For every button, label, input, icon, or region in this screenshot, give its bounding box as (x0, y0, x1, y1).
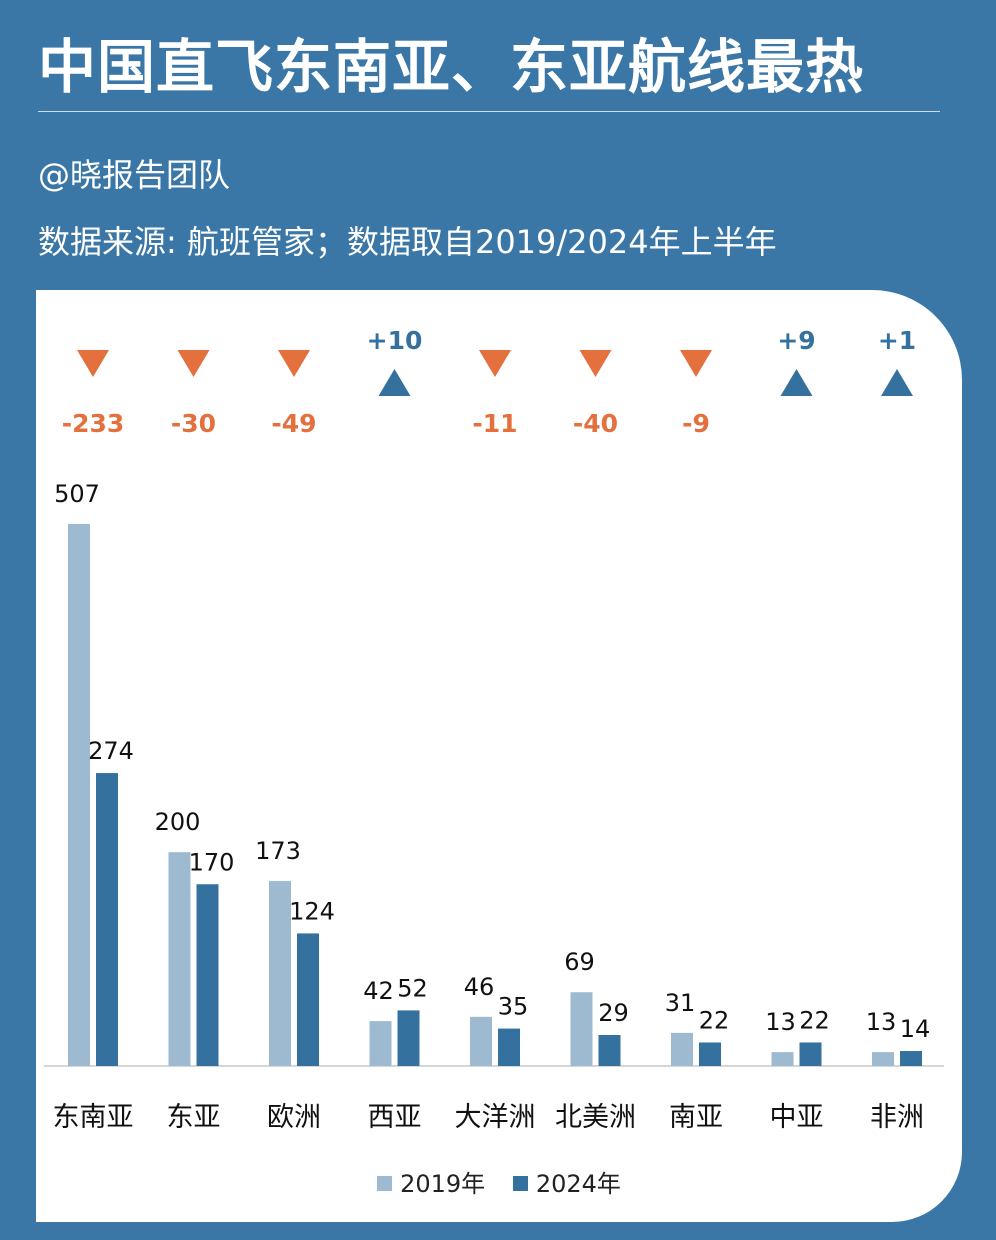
bar-2019 (872, 1052, 894, 1066)
value-label-2019: 31 (665, 989, 696, 1017)
bar-2019 (671, 1032, 693, 1066)
value-label-2019: 69 (564, 948, 595, 976)
change-label: -30 (171, 409, 216, 438)
legend-item-2024: 2024年 (512, 1164, 621, 1199)
category-label: 南亚 (669, 1102, 723, 1133)
value-label-2024: 35 (498, 993, 529, 1021)
decrease-triangle-icon (177, 350, 210, 377)
increase-triangle-icon (780, 369, 813, 396)
bar-2024 (699, 1042, 721, 1066)
legend-item-2019: 2019年 (377, 1164, 485, 1199)
decrease-triangle-icon (479, 350, 511, 377)
decrease-triangle-icon (680, 350, 712, 377)
legend-swatch-2019 (377, 1175, 393, 1191)
title-divider (38, 111, 940, 112)
bar-2019 (168, 852, 191, 1066)
decrease-triangle-icon (579, 350, 612, 377)
page-title: 中国直飞东南亚、东亚航线最热 (38, 33, 865, 101)
value-label-2019: 173 (255, 837, 301, 865)
legend: 2019年 2024年 (36, 1164, 962, 1199)
value-label-2019: 13 (866, 1008, 897, 1036)
bar-2024 (196, 884, 219, 1066)
bar-2019 (470, 1016, 492, 1066)
increase-triangle-icon (881, 369, 913, 396)
bar-2019 (369, 1021, 392, 1066)
value-label-2024: 14 (900, 1015, 931, 1043)
bar-2019 (269, 881, 291, 1066)
change-label: -11 (472, 409, 517, 438)
change-label: -233 (62, 409, 125, 438)
legend-swatch-2024 (512, 1175, 528, 1191)
category-label: 大洋洲 (455, 1102, 536, 1133)
category-label: 东亚 (167, 1102, 221, 1133)
category-label: 东南亚 (53, 1102, 134, 1133)
value-label-2024: 170 (189, 848, 235, 876)
source-note: 数据来源: 航班管家；数据取自2019/2024年上半年 (38, 223, 777, 261)
bar-2024 (598, 1034, 621, 1066)
change-label: -40 (573, 409, 618, 438)
legend-label-2024: 2024年 (535, 1170, 621, 1198)
increase-triangle-icon (378, 369, 411, 396)
category-label: 非洲 (870, 1102, 924, 1133)
bar-2024 (397, 1010, 420, 1066)
bar-2019 (68, 524, 90, 1066)
value-label-2019: 46 (464, 973, 495, 1001)
value-label-2024: 52 (397, 974, 428, 1002)
value-label-2019: 42 (363, 977, 394, 1005)
category-label: 北美洲 (555, 1102, 636, 1133)
category-label: 中亚 (770, 1102, 824, 1133)
chart-card: 507 274 东南亚 -233 200 170 东亚 -30 173 124 欧洲 -49 42 52 西… (36, 290, 962, 1222)
decrease-triangle-icon (278, 350, 310, 377)
change-label: -49 (271, 409, 316, 438)
bar-2024 (96, 773, 118, 1066)
author-label: @晓报告团队 (38, 156, 231, 194)
bar-2019 (570, 992, 593, 1066)
value-label-2019: 507 (54, 480, 100, 508)
category-label: 欧洲 (267, 1102, 321, 1133)
value-label-2024: 274 (88, 737, 134, 765)
bar-2024 (498, 1028, 520, 1066)
value-label-2024: 29 (598, 999, 629, 1027)
category-label: 西亚 (368, 1102, 422, 1133)
legend-label-2019: 2019年 (400, 1170, 486, 1198)
change-label: +9 (777, 326, 815, 355)
change-label: +1 (878, 326, 916, 355)
value-label-2024: 124 (289, 897, 335, 925)
value-label-2019: 13 (765, 1008, 796, 1036)
bar-2024 (297, 933, 319, 1066)
change-label: +10 (367, 326, 423, 355)
bar-2024 (900, 1051, 922, 1066)
change-label: -9 (682, 409, 710, 438)
chart-area: 507 274 东南亚 -233 200 170 东亚 -30 173 124 欧洲 -49 42 52 西… (44, 326, 944, 1133)
bar-2024 (799, 1042, 822, 1066)
value-label-2019: 200 (155, 808, 201, 836)
decrease-triangle-icon (77, 350, 109, 377)
bar-2019 (771, 1052, 794, 1066)
value-label-2024: 22 (699, 1006, 730, 1034)
value-label-2024: 22 (799, 1006, 830, 1034)
